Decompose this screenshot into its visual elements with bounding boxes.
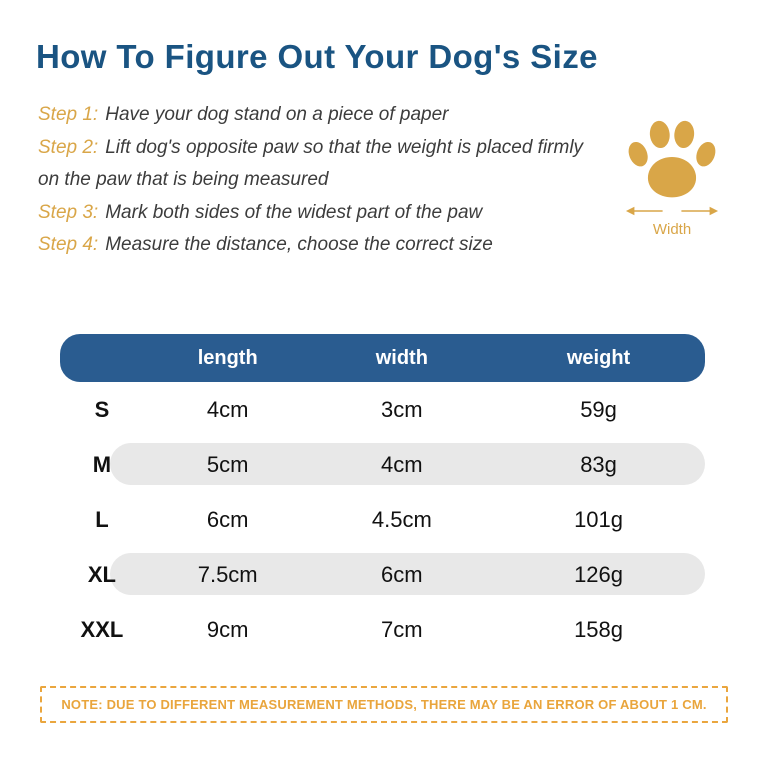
header-length: length — [197, 346, 258, 369]
step-text: Have your dog stand on a piece of paper — [105, 104, 449, 125]
table-row-l: L 6cm 4.5cm 101g — [60, 492, 705, 547]
step-text: Lift dog's opposite paw so that the weig… — [38, 136, 584, 191]
step-line-4: Step 4: Measure the distance, choose the … — [38, 229, 590, 262]
length-value: 4cm — [206, 396, 249, 422]
width-value: 6cm — [381, 561, 423, 587]
table-row-xxl: XXL 9cm 7cm 158g — [60, 602, 705, 657]
table-row-xl: XL 7.5cm 6cm 126g — [60, 547, 705, 602]
length-value: 6cm — [206, 506, 249, 532]
width-value: 7cm — [381, 616, 423, 642]
paw-width-caption: Width — [652, 221, 692, 238]
row-highlight-pill — [110, 553, 705, 595]
paw-print-icon — [628, 120, 716, 198]
length-value: 7.5cm — [197, 561, 258, 587]
header-width: width — [375, 346, 428, 369]
length-value: 9cm — [206, 616, 249, 642]
weight-value: 83g — [580, 451, 617, 477]
weight-value: 101g — [574, 506, 624, 532]
step-label: Step 1: — [38, 104, 99, 125]
step-label: Step 3: — [38, 201, 99, 223]
width-value: 4cm — [381, 451, 423, 477]
measurement-note: NOTE: DUE TO DIFFERENT MEASUREMENT METHO… — [40, 686, 728, 723]
step-text: Mark both sides of the widest part of th… — [105, 201, 483, 223]
size-label: S — [94, 396, 110, 422]
step-text: Measure the distance, choose the correct… — [105, 234, 493, 255]
step-label: Step 4: — [38, 234, 99, 255]
width-value: 3cm — [381, 396, 423, 422]
page-title: How To Figure Out Your Dog's Size — [36, 38, 598, 75]
step-line-2: Step 2: Lift dog's opposite paw so that t… — [38, 132, 590, 197]
size-table: length width weight S 4cm 3cm 59g M 5cm … — [60, 334, 705, 657]
weight-value: 126g — [574, 561, 624, 587]
weight-value: 158g — [574, 616, 624, 642]
width-measure-arrows-icon — [625, 206, 719, 216]
size-label: M — [92, 451, 112, 477]
size-label: XL — [87, 561, 116, 587]
length-value: 5cm — [206, 451, 249, 477]
size-label: XXL — [80, 616, 124, 642]
weight-value: 59g — [580, 396, 617, 422]
size-label: L — [95, 506, 109, 532]
size-table-header: length width weight — [60, 334, 705, 382]
row-highlight-pill — [110, 443, 705, 485]
table-row-m: M 5cm 4cm 83g — [60, 437, 705, 492]
step-label: Step 2: — [38, 136, 99, 158]
step-line-3: Step 3: Mark both sides of the widest par… — [38, 197, 590, 230]
paw-width-diagram: Width — [618, 110, 726, 238]
instructions-list: Step 1: Have your dog stand on a piece of… — [38, 99, 590, 262]
width-value: 4.5cm — [371, 506, 432, 532]
header-weight: weight — [566, 346, 631, 369]
table-row-s: S 4cm 3cm 59g — [60, 382, 705, 437]
step-line-1: Step 1: Have your dog stand on a piece of… — [38, 99, 590, 132]
